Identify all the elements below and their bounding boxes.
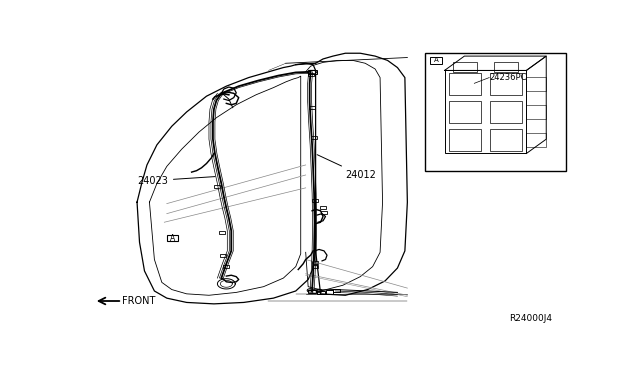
Text: 24023: 24023	[137, 176, 215, 186]
Bar	[527, 105, 547, 119]
Bar	[493, 62, 518, 72]
Bar	[220, 254, 227, 257]
Text: R24000J4: R24000J4	[509, 314, 552, 323]
Bar	[490, 73, 522, 95]
Bar	[312, 261, 318, 264]
Text: 24012: 24012	[317, 155, 376, 180]
Bar	[309, 106, 315, 109]
Bar	[490, 129, 522, 151]
Bar	[333, 289, 340, 292]
Text: A: A	[170, 234, 175, 243]
Bar	[425, 53, 566, 171]
Bar	[223, 265, 229, 268]
Bar	[490, 101, 522, 123]
Bar	[219, 231, 225, 234]
Bar	[527, 133, 547, 147]
Bar	[214, 185, 220, 188]
Bar	[317, 291, 324, 294]
Text: A: A	[433, 57, 438, 63]
Bar	[326, 290, 333, 294]
Bar	[308, 289, 316, 293]
Bar	[312, 265, 318, 268]
Bar	[308, 73, 314, 76]
Bar	[445, 70, 526, 154]
Text: 24236PC: 24236PC	[489, 73, 527, 82]
Text: FRONT: FRONT	[122, 296, 156, 306]
Bar	[167, 235, 178, 241]
Bar	[527, 77, 547, 91]
Bar	[429, 57, 442, 64]
Bar	[310, 136, 317, 139]
Bar	[449, 101, 481, 123]
Bar	[449, 73, 481, 95]
Bar	[312, 199, 318, 202]
Bar	[452, 62, 477, 72]
Bar	[321, 211, 326, 214]
Bar	[320, 206, 326, 209]
Bar	[308, 70, 317, 74]
Bar	[449, 129, 481, 151]
